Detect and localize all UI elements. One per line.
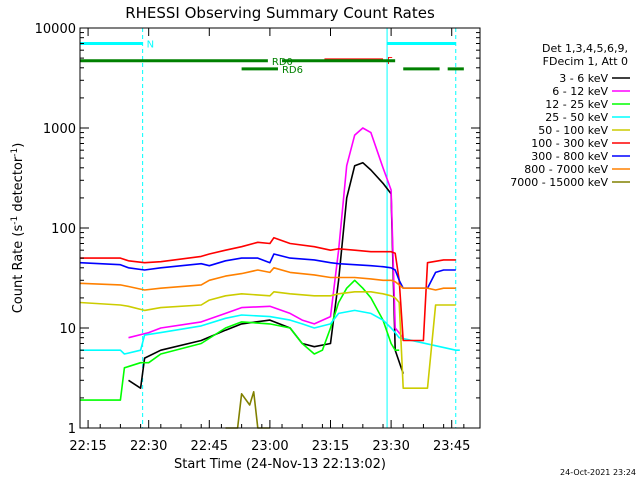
series-line-3 [80, 309, 460, 355]
legend-label-0: 3 - 6 keV [559, 72, 608, 85]
flag-label-rd6: RD6 [282, 65, 303, 76]
y-tick-label-1: 10 [59, 322, 76, 337]
series-line-6 [79, 253, 456, 290]
x-tick-label-1: 22:30 [130, 439, 167, 454]
legend-label-3: 25 - 50 keV [545, 111, 608, 124]
plot-frame [79, 27, 481, 429]
y-axis-label-end: ) [11, 143, 26, 148]
x-tick-label-5: 23:30 [372, 439, 409, 454]
y-axis-label-sup2: -1 [10, 148, 20, 157]
legend-header-2: FDecim 1, Att 0 [543, 55, 628, 68]
y-axis-label: Count Rate (s-1 detector-1) [10, 143, 26, 314]
series-line-8 [225, 390, 270, 429]
series-layer [79, 127, 460, 429]
legend-label-8: 7000 - 15000 keV [510, 176, 608, 189]
series-line-5 [80, 236, 456, 342]
y-axis-label-start: Count Rate (s [11, 225, 26, 314]
generated-timestamp: 24-Oct-2021 23:24 [560, 468, 636, 477]
flags-layer: NFRD0RD6 [79, 28, 464, 428]
flag-label-n: N [147, 39, 154, 50]
series-line-0 [128, 161, 404, 390]
y-tick-label-0: 1 [68, 422, 76, 437]
x-tick-label-6: 23:45 [433, 439, 470, 454]
x-tick-label-0: 22:15 [69, 439, 106, 454]
series-line-1 [128, 127, 404, 339]
legend-label-5: 100 - 300 keV [531, 137, 608, 150]
y-axis-label-sup1: -1 [10, 216, 20, 225]
x-tick-label-3: 23:00 [251, 439, 288, 454]
legend-header-1: Det 1,3,4,5,6,9, [542, 42, 628, 55]
x-axis: 22:15 22:30 22:45 23:00 23:15 23:30 23:45 [69, 28, 470, 454]
x-tick-label-2: 22:45 [191, 439, 228, 454]
series-line-4 [79, 290, 456, 390]
chart-title: RHESSI Observing Summary Count Rates [125, 4, 435, 22]
y-tick-label-4: 10000 [35, 22, 76, 37]
y-tick-label-2: 100 [51, 222, 76, 237]
flag-label-rd0: RD0 [272, 57, 293, 68]
legend-label-2: 12 - 25 keV [545, 98, 608, 111]
x-tick-label-4: 23:15 [312, 439, 349, 454]
y-axis-label-mid: detector [11, 156, 26, 216]
legend-label-1: 6 - 12 keV [552, 85, 608, 98]
legend-label-7: 800 - 7000 keV [524, 163, 608, 176]
y-axis: 1 10 100 1000 10000 [35, 22, 480, 437]
legend-label-4: 50 - 100 keV [538, 124, 608, 137]
series-line-2 [80, 279, 400, 401]
legend: Det 1,3,4,5,6,9, FDecim 1, Att 0 3 - 6 k… [510, 42, 630, 189]
series-line-7 [79, 266, 456, 291]
x-axis-label: Start Time (24-Nov-13 22:13:02) [174, 457, 386, 472]
y-tick-label-3: 1000 [43, 122, 76, 137]
legend-label-6: 300 - 800 keV [531, 150, 608, 163]
